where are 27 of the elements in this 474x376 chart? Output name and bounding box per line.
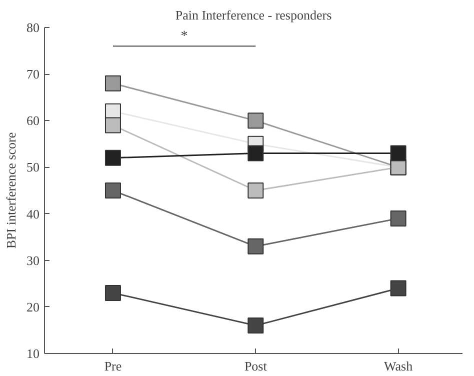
- x-tick-label: Pre: [104, 358, 122, 374]
- y-tick-label: 10: [26, 346, 40, 361]
- y-tick-label: 20: [26, 299, 40, 314]
- point: [248, 318, 264, 334]
- y-tick-label: 60: [26, 113, 40, 128]
- point: [104, 150, 121, 166]
- y-tick-label: 80: [26, 20, 40, 35]
- point: [248, 112, 264, 129]
- y-tick-label: 50: [26, 160, 40, 175]
- y-axis-title: BPI interference score: [4, 132, 18, 249]
- annotation: *: [180, 29, 188, 44]
- point: [390, 145, 406, 162]
- y-tick-label: 70: [26, 66, 40, 82]
- point: [104, 284, 121, 301]
- x-tick-label: Post: [244, 358, 268, 374]
- point: [104, 75, 121, 92]
- point: [104, 117, 121, 134]
- y-tick-label: 30: [26, 252, 40, 268]
- point: [248, 182, 264, 198]
- point: [104, 182, 121, 198]
- point: [248, 145, 264, 162]
- point: [390, 210, 406, 226]
- point: [248, 238, 264, 254]
- chart-title: Pain Interference - responders: [175, 8, 332, 22]
- point: [390, 280, 406, 296]
- x-tick-label: Wash: [384, 358, 414, 374]
- y-tick-label: 40: [26, 206, 40, 222]
